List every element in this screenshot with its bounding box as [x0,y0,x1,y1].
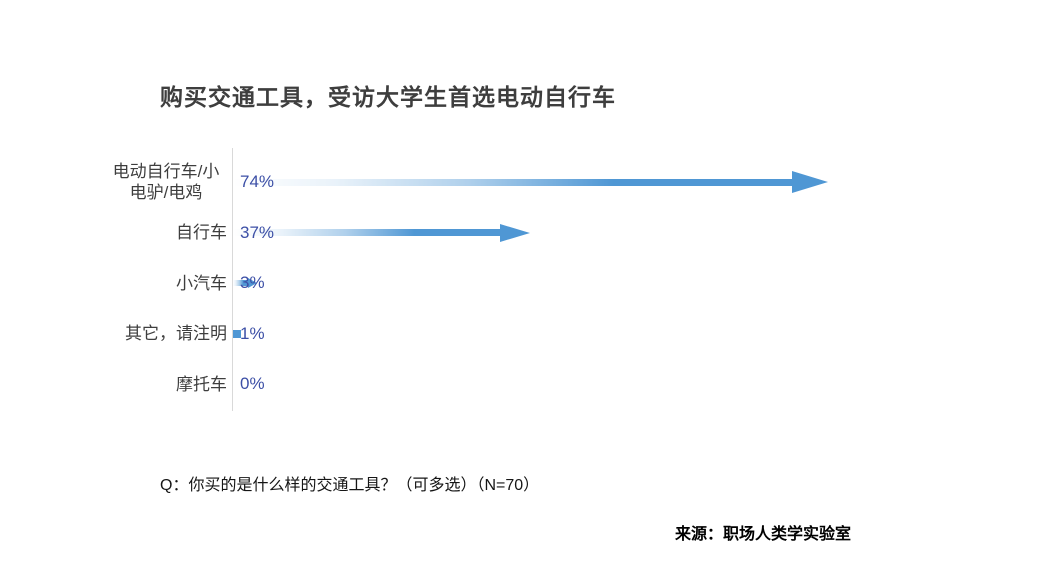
chart-title: 购买交通工具，受访大学生首选电动自行车 [160,84,616,110]
category-label: 自行车 [0,222,227,243]
chart-row: 自行车 37% [0,208,1056,259]
chart-row: 电动自行车/小电驴/电鸡 74% [0,157,1056,208]
category-label-text: 摩托车 [176,374,227,394]
bar-area: 3% [233,258,1056,309]
bar-arrowhead [791,171,828,194]
bar-arrow [233,329,242,338]
bar-rows: 电动自行车/小电驴/电鸡 74% 自行车 37% 小汽车 3% 其它，请注明 1% 摩托车 0% [0,157,1056,410]
bar-shaft [233,178,792,186]
category-label-text: 电动自行车/小电驴/电鸡 [112,162,220,203]
chart-row: 摩托车 0% [0,359,1056,410]
bar-area: 1% [233,309,1056,360]
bar-arrowhead [500,223,531,242]
source-note: 来源：职场人类学实验室 [675,526,852,543]
bar-area: 37% [233,208,1056,259]
chart-row: 小汽车 3% [0,258,1056,309]
value-label: 1% [240,323,265,343]
category-label-text: 其它，请注明 [125,324,227,344]
category-label-text: 自行车 [176,223,227,243]
value-label: 74% [240,172,275,192]
bar-shaft [233,329,242,338]
value-label: 0% [240,374,265,394]
bar-arrow [233,171,828,194]
bar-arrow [233,223,531,242]
category-label-text: 小汽车 [176,273,227,293]
bar-area: 74% [233,157,1056,208]
category-label: 摩托车 [0,374,227,395]
value-label: 3% [240,273,265,293]
bar-arrowhead [248,278,258,289]
bar-shaft [233,280,249,287]
category-label: 小汽车 [0,273,227,294]
bar-shaft [233,229,501,237]
bar-area: 0% [233,359,1056,410]
value-label: 37% [240,222,275,242]
chart-row: 其它，请注明 1% [0,309,1056,360]
bar-arrow [233,278,258,289]
category-label: 其它，请注明 [0,323,227,344]
category-label: 电动自行车/小电驴/电鸡 [0,161,227,203]
question-footnote: Q：你买的是什么样的交通工具？（可多选）（N=70） [160,477,540,494]
y-axis-line [232,148,233,411]
